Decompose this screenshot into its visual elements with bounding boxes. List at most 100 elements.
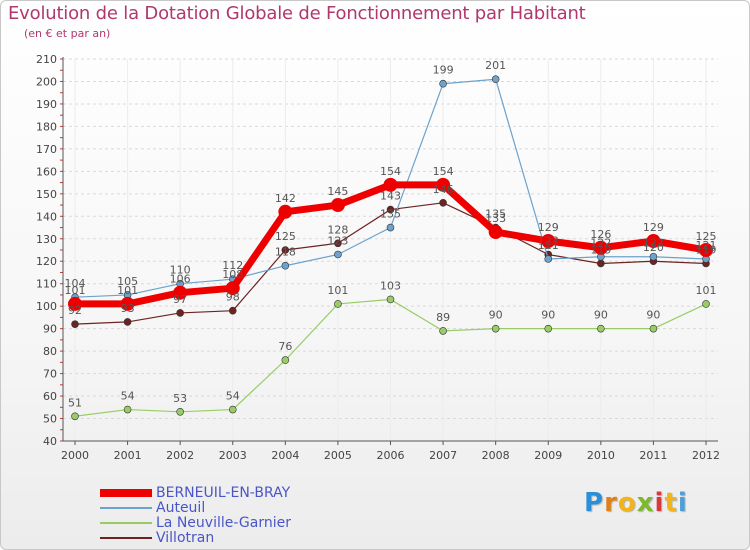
data-point — [281, 356, 290, 364]
logo-letter: x — [636, 488, 655, 518]
data-label: 201 — [485, 59, 506, 72]
data-point — [699, 243, 713, 257]
data-point — [123, 405, 132, 414]
x-tick-label: 2011 — [639, 449, 667, 462]
data-label: 146 — [433, 183, 454, 196]
data-point — [71, 320, 79, 328]
data-point — [702, 300, 710, 308]
data-point — [491, 324, 500, 333]
legend-item: Villotran — [100, 530, 291, 545]
chart-title: Evolution de la Dotation Globale de Fonc… — [8, 3, 586, 24]
data-point — [120, 296, 135, 311]
data-label: 101 — [117, 284, 138, 297]
data-point — [278, 204, 293, 219]
data-point — [383, 177, 398, 192]
data-label: 90 — [541, 309, 555, 322]
data-label: 121 — [538, 239, 559, 252]
data-point — [597, 259, 605, 268]
x-tick-label: 2004 — [271, 449, 299, 462]
data-label: 101 — [696, 284, 717, 297]
data-point — [541, 234, 556, 249]
data-label: 101 — [327, 284, 348, 297]
x-tick-label: 2010 — [587, 449, 615, 462]
y-tick-label: 60 — [43, 390, 57, 403]
x-tick-label: 2009 — [534, 449, 562, 462]
legend-label: Villotran — [156, 529, 215, 546]
logo-letter: i — [677, 488, 688, 518]
x-tick-label: 2008 — [482, 449, 510, 462]
legend-swatch — [100, 536, 152, 539]
y-tick-label: 150 — [36, 188, 57, 201]
legend-label: Auteuil — [156, 499, 206, 516]
data-label: 90 — [594, 309, 608, 322]
data-point — [544, 255, 553, 263]
y-tick-label: 120 — [36, 255, 57, 268]
data-point — [173, 285, 188, 300]
y-tick-label: 80 — [43, 345, 57, 358]
data-point — [436, 177, 451, 192]
data-point — [491, 75, 500, 84]
data-point — [439, 79, 447, 88]
data-label: 122 — [590, 237, 611, 250]
data-label: 110 — [170, 264, 191, 277]
data-point — [649, 252, 658, 261]
data-label: 90 — [489, 309, 503, 322]
data-label: 53 — [173, 392, 187, 405]
data-label: 112 — [222, 259, 243, 272]
data-label: 154 — [433, 165, 454, 178]
data-point — [439, 199, 447, 207]
data-label: 121 — [696, 239, 717, 252]
legend-label: BERNEUIL-EN-BRAY — [156, 484, 291, 501]
data-label: 123 — [327, 234, 348, 247]
data-label: 135 — [380, 208, 401, 221]
y-tick-label: 100 — [36, 300, 57, 313]
x-tick-label: 2007 — [429, 449, 457, 462]
legend-swatch — [100, 521, 152, 524]
data-label: 122 — [643, 237, 664, 250]
x-tick-label: 2006 — [377, 449, 405, 462]
x-tick-label: 2005 — [324, 449, 352, 462]
data-point — [281, 246, 290, 254]
legend-swatch — [100, 506, 152, 509]
data-label: 145 — [327, 185, 348, 198]
data-point — [544, 324, 553, 333]
chart-legend: BERNEUIL-EN-BRAY Auteuil La Neuville-Garni… — [100, 485, 291, 545]
data-label: 125 — [275, 230, 296, 243]
data-label: 128 — [327, 223, 348, 236]
data-point — [281, 261, 290, 270]
data-label: 101 — [65, 284, 86, 297]
data-label: 125 — [696, 230, 717, 243]
x-tick-label: 2000 — [61, 449, 89, 462]
data-point — [386, 295, 395, 304]
data-point — [593, 240, 608, 255]
data-label: 119 — [590, 243, 611, 256]
data-label: 92 — [68, 304, 82, 317]
data-point — [176, 407, 184, 416]
y-tick-label: 190 — [36, 98, 57, 111]
data-point — [334, 250, 342, 259]
y-tick-label: 90 — [43, 323, 57, 336]
data-label: 103 — [380, 279, 401, 292]
data-label: 129 — [643, 221, 664, 234]
data-label: 105 — [117, 275, 138, 288]
logo-letter: i — [654, 488, 665, 518]
data-label: 143 — [380, 190, 401, 203]
data-label: 119 — [696, 243, 717, 256]
data-label: 97 — [173, 293, 187, 306]
data-label: 154 — [380, 165, 401, 178]
data-label: 133 — [485, 212, 506, 225]
data-label: 54 — [121, 390, 135, 403]
data-point — [176, 309, 184, 317]
data-label: 106 — [170, 273, 191, 286]
y-tick-label: 110 — [36, 278, 57, 291]
data-label: 108 — [222, 268, 243, 281]
data-label: 89 — [436, 311, 450, 324]
data-label: 90 — [646, 309, 660, 322]
data-label: 142 — [275, 192, 296, 205]
data-label: 129 — [538, 221, 559, 234]
data-point — [597, 324, 605, 333]
logo-letter: P — [584, 488, 605, 518]
data-point — [228, 306, 237, 315]
data-label: 118 — [275, 246, 296, 259]
